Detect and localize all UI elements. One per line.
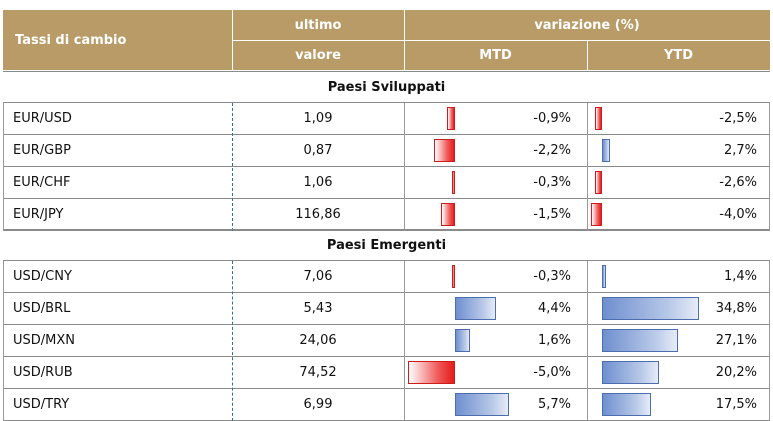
fx-rates-table: Tassi di cambio ultimo valore variazione…	[3, 10, 770, 421]
column-divider	[232, 103, 233, 231]
currency-pair: EUR/CHF	[13, 175, 71, 190]
row-divider	[3, 356, 770, 357]
ytd-value: -4,0%	[719, 207, 757, 222]
row-divider	[3, 388, 770, 389]
ytd-value: 34,8%	[715, 301, 757, 316]
header-ytd: YTD	[587, 40, 770, 70]
ytd-value: 2,7%	[723, 143, 757, 158]
row-divider	[3, 324, 770, 325]
last-value: 7,06	[303, 269, 333, 284]
row-divider	[3, 134, 770, 135]
ytd-bar	[602, 297, 700, 320]
section-title: Paesi Sviluppati	[327, 79, 446, 95]
row-divider	[3, 198, 770, 199]
column-divider	[587, 103, 588, 231]
currency-pair: USD/TRY	[13, 397, 70, 412]
ytd-bar	[602, 139, 610, 162]
header-variation: variazione (%)	[404, 10, 770, 40]
mtd-bar	[455, 393, 509, 416]
last-value: 24,06	[299, 333, 337, 348]
table-row: EUR/GBP 0,87 -2,2% 2,7%	[3, 135, 770, 166]
ytd-value: 27,1%	[715, 333, 757, 348]
mtd-bar	[455, 297, 497, 320]
ytd-bar	[590, 203, 602, 226]
column-divider	[404, 103, 405, 231]
row-divider	[3, 292, 770, 293]
table-row: USD/RUB 74,52 -5,0% 20,2%	[3, 357, 770, 388]
mtd-value: -2,2%	[533, 143, 571, 158]
header-divider	[232, 40, 404, 41]
header-title: Tassi di cambio	[3, 10, 232, 70]
ytd-bar	[594, 171, 602, 194]
currency-pair: EUR/GBP	[13, 143, 71, 158]
table-row: USD/CNY 7,06 -0,3% 1,4%	[3, 261, 770, 292]
column-divider	[3, 103, 4, 231]
currency-pair: USD/RUB	[13, 365, 73, 380]
table-row: USD/TRY 6,99 5,7% 17,5%	[3, 389, 770, 420]
table-row: USD/MXN 24,06 1,6% 27,1%	[3, 325, 770, 356]
last-value: 1,09	[303, 111, 333, 126]
mtd-bar	[452, 171, 455, 194]
row-divider	[3, 102, 770, 103]
row-divider	[3, 230, 770, 231]
header-divider	[587, 40, 588, 70]
currency-pair: USD/CNY	[13, 269, 72, 284]
mtd-value: 5,7%	[537, 397, 571, 412]
ytd-value: 1,4%	[723, 269, 757, 284]
ytd-value: 20,2%	[715, 365, 757, 380]
ytd-bar	[602, 361, 659, 384]
currency-pair: EUR/JPY	[13, 207, 64, 222]
mtd-value: -0,9%	[533, 111, 571, 126]
last-value: 116,86	[295, 207, 341, 222]
column-divider	[587, 261, 588, 421]
header-last-bottom: valore	[232, 40, 404, 70]
column-divider	[232, 261, 233, 421]
ytd-value: -2,5%	[719, 111, 757, 126]
table-row: USD/BRL 5,43 4,4% 34,8%	[3, 293, 770, 324]
row-divider	[3, 166, 770, 167]
column-divider	[404, 261, 405, 421]
section-title: Paesi Emergenti	[326, 237, 447, 253]
currency-pair: USD/MXN	[13, 333, 76, 348]
row-divider	[3, 229, 770, 230]
mtd-bar	[440, 203, 455, 226]
mtd-value: -0,3%	[533, 175, 571, 190]
table-row: EUR/JPY 116,86 -1,5% -4,0%	[3, 199, 770, 230]
currency-pair: EUR/USD	[13, 111, 72, 126]
header-last-top: ultimo	[232, 10, 404, 40]
mtd-value: -1,5%	[533, 207, 571, 222]
ytd-bar	[602, 329, 678, 352]
row-divider	[3, 71, 770, 72]
column-divider	[769, 103, 770, 231]
last-value: 1,06	[303, 175, 333, 190]
ytd-bar	[602, 265, 606, 288]
column-divider	[769, 261, 770, 421]
last-value: 0,87	[303, 143, 333, 158]
table-row: EUR/USD 1,09 -0,9% -2,5%	[3, 103, 770, 134]
last-value: 5,43	[303, 301, 333, 316]
mtd-bar	[452, 265, 455, 288]
mtd-bar	[434, 139, 455, 162]
mtd-value: -5,0%	[533, 365, 571, 380]
ytd-bar	[602, 393, 651, 416]
mtd-bar	[455, 329, 471, 352]
currency-pair: USD/BRL	[13, 301, 71, 316]
mtd-value: -0,3%	[533, 269, 571, 284]
mtd-value: 4,4%	[537, 301, 571, 316]
mtd-bar	[446, 107, 455, 130]
ytd-value: 17,5%	[715, 397, 757, 412]
column-divider	[3, 261, 4, 421]
last-value: 6,99	[303, 397, 333, 412]
mtd-value: 1,6%	[537, 333, 571, 348]
ytd-bar	[595, 107, 602, 130]
table-row: EUR/CHF 1,06 -0,3% -2,6%	[3, 167, 770, 198]
header-mtd: MTD	[404, 40, 587, 70]
row-divider	[3, 260, 770, 261]
ytd-value: -2,6%	[719, 175, 757, 190]
last-value: 74,52	[299, 365, 337, 380]
mtd-bar	[408, 361, 455, 384]
header-divider	[404, 40, 770, 41]
